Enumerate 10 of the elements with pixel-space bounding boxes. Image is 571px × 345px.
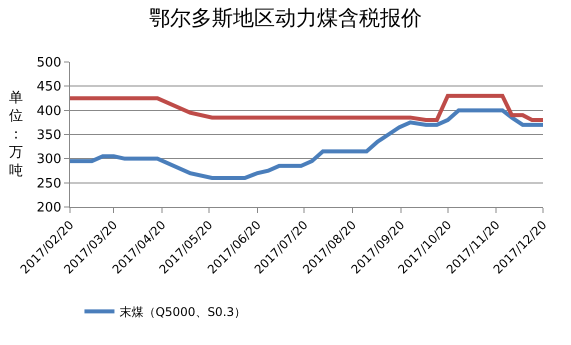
y-tick-label: 300 (36, 152, 62, 168)
legend-label: 末煤（Q5000、S0.3） (119, 305, 246, 320)
y-tick-label: 500 (36, 56, 62, 71)
y-tick-label: 250 (36, 176, 62, 192)
y-tick-label: 200 (36, 200, 62, 216)
y-tick-label: 350 (36, 128, 62, 144)
chart-title: 鄂尔多斯地区动力煤含税报价 (149, 6, 422, 30)
y-tick-label: 450 (36, 80, 62, 95)
y-tick-label: 400 (36, 104, 62, 119)
y-axis-title: 单位：万吨 (9, 90, 23, 179)
